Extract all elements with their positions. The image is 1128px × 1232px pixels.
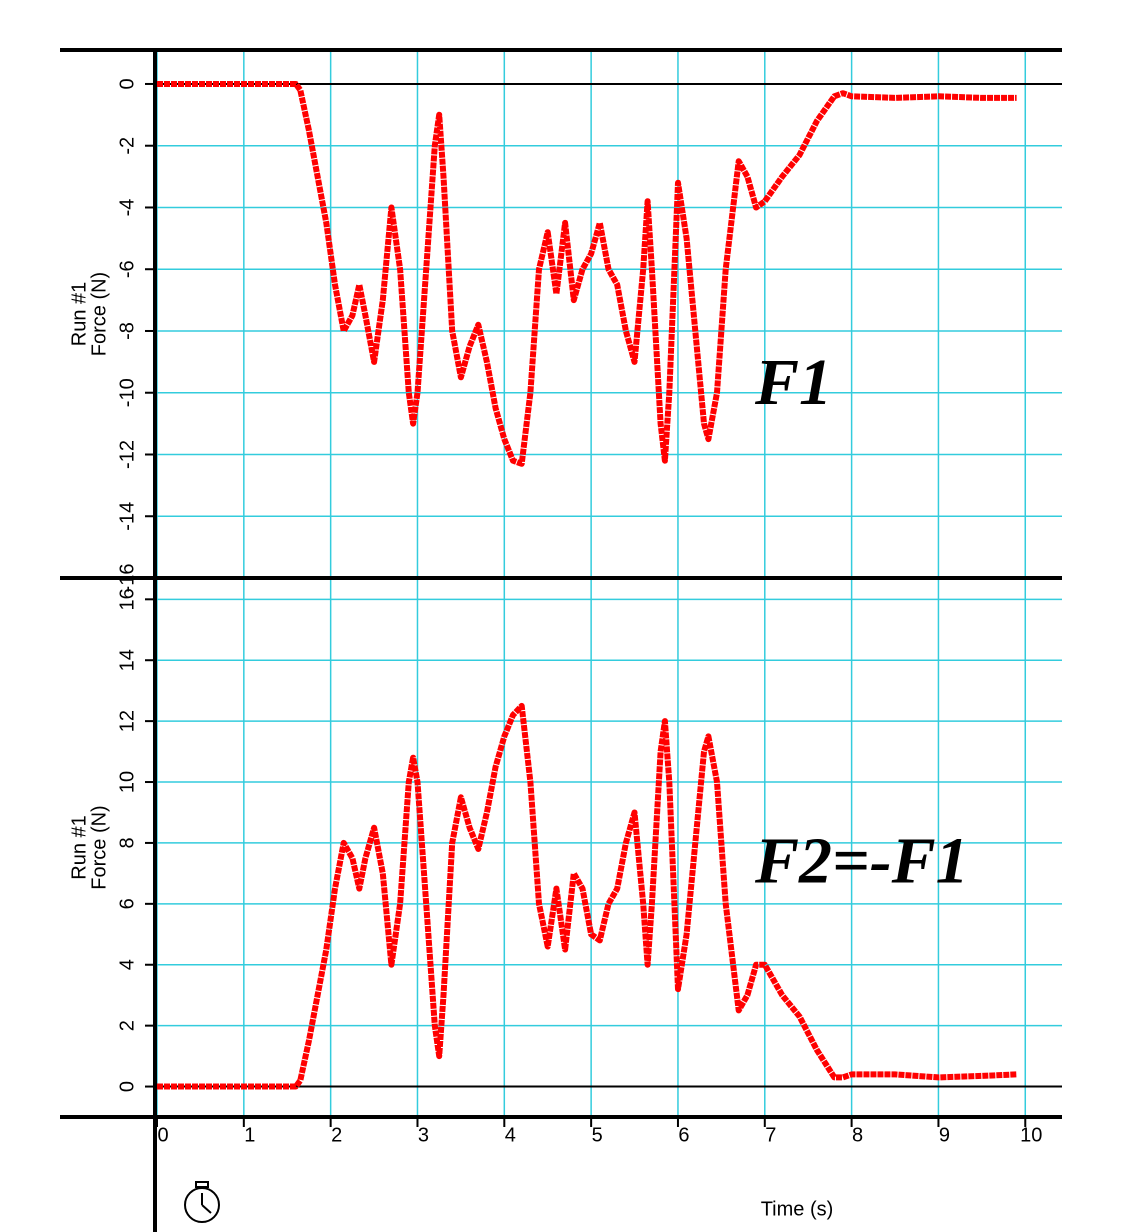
- frame: [60, 48, 1062, 1232]
- y-tick-label: -8: [116, 322, 138, 340]
- x-tick-label: 3: [418, 1124, 429, 1146]
- y-tick-label: 12: [116, 710, 138, 732]
- x-tick-label: 6: [678, 1124, 689, 1146]
- data-line: [157, 81, 1017, 467]
- data-line: [157, 702, 1017, 1090]
- y-axis-label: Force (N): [88, 805, 110, 889]
- y-tick-label: -14: [116, 502, 138, 531]
- x-tick-label: 1: [244, 1124, 255, 1146]
- plot-layer: [155, 50, 1062, 1117]
- y-tick-label: 8: [116, 837, 138, 848]
- x-tick-label: 10: [1020, 1124, 1042, 1146]
- x-axis-label: Time (s): [761, 1198, 834, 1220]
- y-axis-label: Run #1: [68, 815, 90, 880]
- y-tick-label: 0: [116, 1081, 138, 1092]
- y-tick-label: -12: [116, 440, 138, 469]
- y-tick-label: 4: [116, 959, 138, 970]
- x-tick-label: 5: [592, 1124, 603, 1146]
- y-tick-label: 0: [116, 78, 138, 89]
- y-tick-label: 14: [116, 649, 138, 671]
- x-tick-label: 4: [505, 1124, 516, 1146]
- y-tick-label: -6: [116, 260, 138, 278]
- y-axis-label: Run #1: [68, 282, 90, 347]
- x-tick-label: 9: [939, 1124, 950, 1146]
- x-tick-label: 7: [765, 1124, 776, 1146]
- y-tick-label: -2: [116, 137, 138, 155]
- annotation: F2=-F1: [754, 825, 969, 898]
- y-tick-label: 10: [116, 771, 138, 793]
- y-tick-label: 2: [116, 1020, 138, 1031]
- annotation: F1: [754, 346, 832, 419]
- y-tick-label: -10: [116, 378, 138, 407]
- y-tick-label: -4: [116, 199, 138, 217]
- x-tick-label: 2: [331, 1124, 342, 1146]
- x-tick-label: 0: [157, 1124, 168, 1146]
- x-tick-label: 8: [852, 1124, 863, 1146]
- y-tick-label: 16: [116, 588, 138, 610]
- stopwatch-icon: [184, 1181, 220, 1223]
- y-tick-label: -16: [116, 564, 138, 593]
- y-tick-label: 6: [116, 898, 138, 909]
- y-axis-label: Force (N): [88, 272, 110, 356]
